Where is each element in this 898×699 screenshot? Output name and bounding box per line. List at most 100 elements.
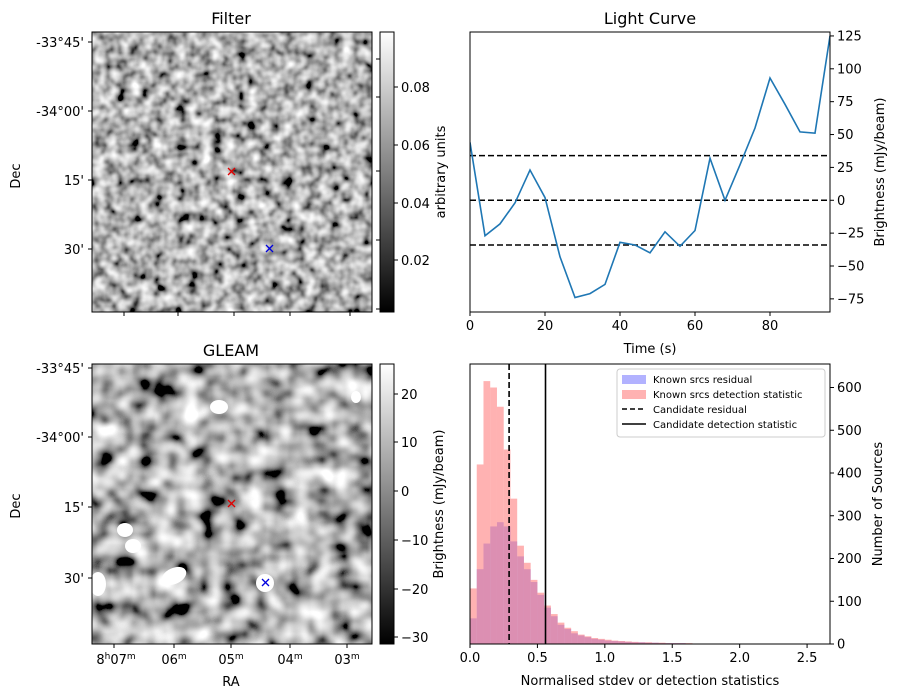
gleam-cbar-tick-1: 10 <box>401 436 418 451</box>
lc-xtick-label-0: 0 <box>466 319 474 334</box>
filter-red-cross-marker <box>227 167 236 176</box>
gleam-axis-ticks <box>88 367 348 648</box>
legend-box <box>616 368 826 438</box>
hist-bar-s1-2 <box>483 381 491 644</box>
lc-ytick-label-4: 25 <box>837 161 854 176</box>
filter-cbar-tick-2: 0.04 <box>401 197 430 212</box>
filter-cbar-tick-0: 0.08 <box>401 81 430 96</box>
hist-bar-s1-18 <box>591 638 599 644</box>
filter-dec-ticks <box>88 41 351 316</box>
gleam-blue-cross-marker <box>261 578 270 587</box>
filter-colorbar-ticks <box>376 58 398 310</box>
gleam-colorbar <box>379 363 395 645</box>
gleam-dec-tick-2: 15' <box>64 501 84 516</box>
hist-bar-s1-20 <box>604 639 612 644</box>
hist-xtick-label-1: 0.5 <box>527 651 548 666</box>
hist-bar-s1-16 <box>577 634 585 644</box>
filter-ylabel: Dec <box>9 163 24 188</box>
lc-ytick-label-3: 0 <box>837 194 845 209</box>
gleam-colorbar-ticks <box>394 393 398 638</box>
filter-dec-tick-3: 30' <box>64 243 84 258</box>
hist-xtick-label-5: 2.5 <box>797 651 818 666</box>
hist-xtick-label-3: 1.5 <box>662 651 683 666</box>
hist-bar-s1-12 <box>550 614 558 644</box>
hist-bar-s1-19 <box>598 638 605 644</box>
hist-bar-s1-15 <box>571 631 578 644</box>
hist-bar-s1-21 <box>611 640 619 644</box>
light-curve-threshold-lines <box>470 154 830 246</box>
filter-cbar-label: arbitrary units <box>434 125 449 218</box>
hist-ytick-label-4: 400 <box>837 467 862 482</box>
hist-ytick-label-6: 600 <box>837 381 862 396</box>
gleam-cbar-tick-4: −20 <box>401 583 428 598</box>
histogram-y-ticks: 0 100 200 300 400 500 600 <box>830 381 862 653</box>
hist-bar-s1-4 <box>496 406 504 644</box>
histogram-legend: Known srcs residual Known srcs detection… <box>616 368 826 438</box>
gleam-cbar-tick-2: 0 <box>401 485 409 500</box>
hist-bar-s1-1 <box>476 464 484 644</box>
gleam-ra-tick-3: 04m <box>277 652 302 668</box>
gleam-red-cross-marker <box>227 499 236 508</box>
light-curve-ylabel: Brightness (mJy/beam) <box>873 98 888 247</box>
histogram-bars <box>470 381 740 644</box>
lc-ytick-label-2: −25 <box>837 227 864 242</box>
hist-xtick-label-4: 2.0 <box>729 651 750 666</box>
hist-ytick-label-1: 100 <box>837 595 862 610</box>
light-curve-frame <box>469 31 831 313</box>
legend-swatch-residual <box>622 375 646 384</box>
hist-ytick-label-2: 200 <box>837 552 862 567</box>
lc-ytick-label-7: 100 <box>837 62 862 77</box>
light-curve-line <box>470 35 830 299</box>
hist-bar-s1-9 <box>530 579 538 644</box>
light-curve-chart: Light Curve 0 20 40 60 80 −75 −50 −25 0 25 50 75 10… <box>466 9 888 357</box>
hist-xtick-label-2: 1.0 <box>594 651 615 666</box>
light-curve-series <box>470 35 830 299</box>
gleam-dec-tick-1: -34°00' <box>36 431 84 446</box>
gleam-dec-tick-0: -33°45' <box>36 362 84 377</box>
hist-bar-s1-10 <box>537 592 545 644</box>
histogram-frame <box>469 363 831 645</box>
filter-dec-tick-2: 15' <box>64 174 84 189</box>
legend-label-candidate-residual: Candidate residual <box>653 405 747 416</box>
light-curve-y-ticks: −75 −50 −25 0 25 50 75 100 125 <box>830 29 864 307</box>
legend-swatch-detection <box>622 390 646 399</box>
filter-dec-tick-1: -34°00' <box>36 105 84 120</box>
gleam-cbar-tick-3: −10 <box>401 534 428 549</box>
filter-image-frame <box>91 31 373 313</box>
gleam-dec-tick-3: 30' <box>64 572 84 587</box>
gleam-cbar-tick-0: 20 <box>401 388 418 403</box>
hist-ytick-label-0: 0 <box>837 638 845 653</box>
legend-label-detection: Known srcs detection statistic <box>653 390 802 401</box>
gleam-ylabel: Dec <box>9 493 24 518</box>
hist-bar-s1-22 <box>618 641 626 644</box>
lc-xtick-label-2: 40 <box>612 319 629 334</box>
filter-colorbar <box>379 31 395 313</box>
lc-ytick-label-0: −75 <box>837 292 864 307</box>
filter-dec-tick-0: -33°45' <box>36 36 84 51</box>
gleam-xlabel: RA <box>222 675 240 690</box>
hist-bar-s1-5 <box>503 449 511 644</box>
gleam-bright-sources <box>90 391 361 596</box>
hist-ytick-label-3: 300 <box>837 509 862 524</box>
hist-bar-s1-27 <box>652 642 659 644</box>
gleam-cbar-label: Brightness (mJy/beam) <box>432 430 447 579</box>
lc-xtick-label-1: 20 <box>537 319 554 334</box>
hist-bar-s1-14 <box>564 627 572 644</box>
hist-ytick-label-5: 500 <box>837 424 862 439</box>
filter-panel: Filter -33°45' -34°00' 15' 30' Dec <box>9 9 449 316</box>
hist-bar-s1-17 <box>584 636 592 644</box>
hist-bar-s1-3 <box>490 387 497 644</box>
hist-bar-s1-7 <box>517 545 524 644</box>
lc-ytick-label-8: 125 <box>837 29 862 44</box>
hist-bar-s1-23 <box>625 641 632 644</box>
hist-bar-s1-0 <box>470 588 477 644</box>
histogram-chart: 0.0 0.5 1.0 1.5 2.0 2.5 0 100 200 300 400 500 600 N… <box>460 363 886 689</box>
gleam-panel: GLEAM -33°45' -34°00' 15' 30' Dec 8h07m … <box>9 341 447 690</box>
gleam-ra-tick-4: 03m <box>334 652 359 668</box>
lc-xtick-label-3: 60 <box>687 319 704 334</box>
filter-blue-cross-marker <box>265 244 274 253</box>
hist-bar-s1-13 <box>557 622 565 644</box>
histogram-ylabel: Number of Sources <box>871 442 886 567</box>
histogram-x-ticks: 0.0 0.5 1.0 1.5 2.0 2.5 <box>460 644 818 666</box>
